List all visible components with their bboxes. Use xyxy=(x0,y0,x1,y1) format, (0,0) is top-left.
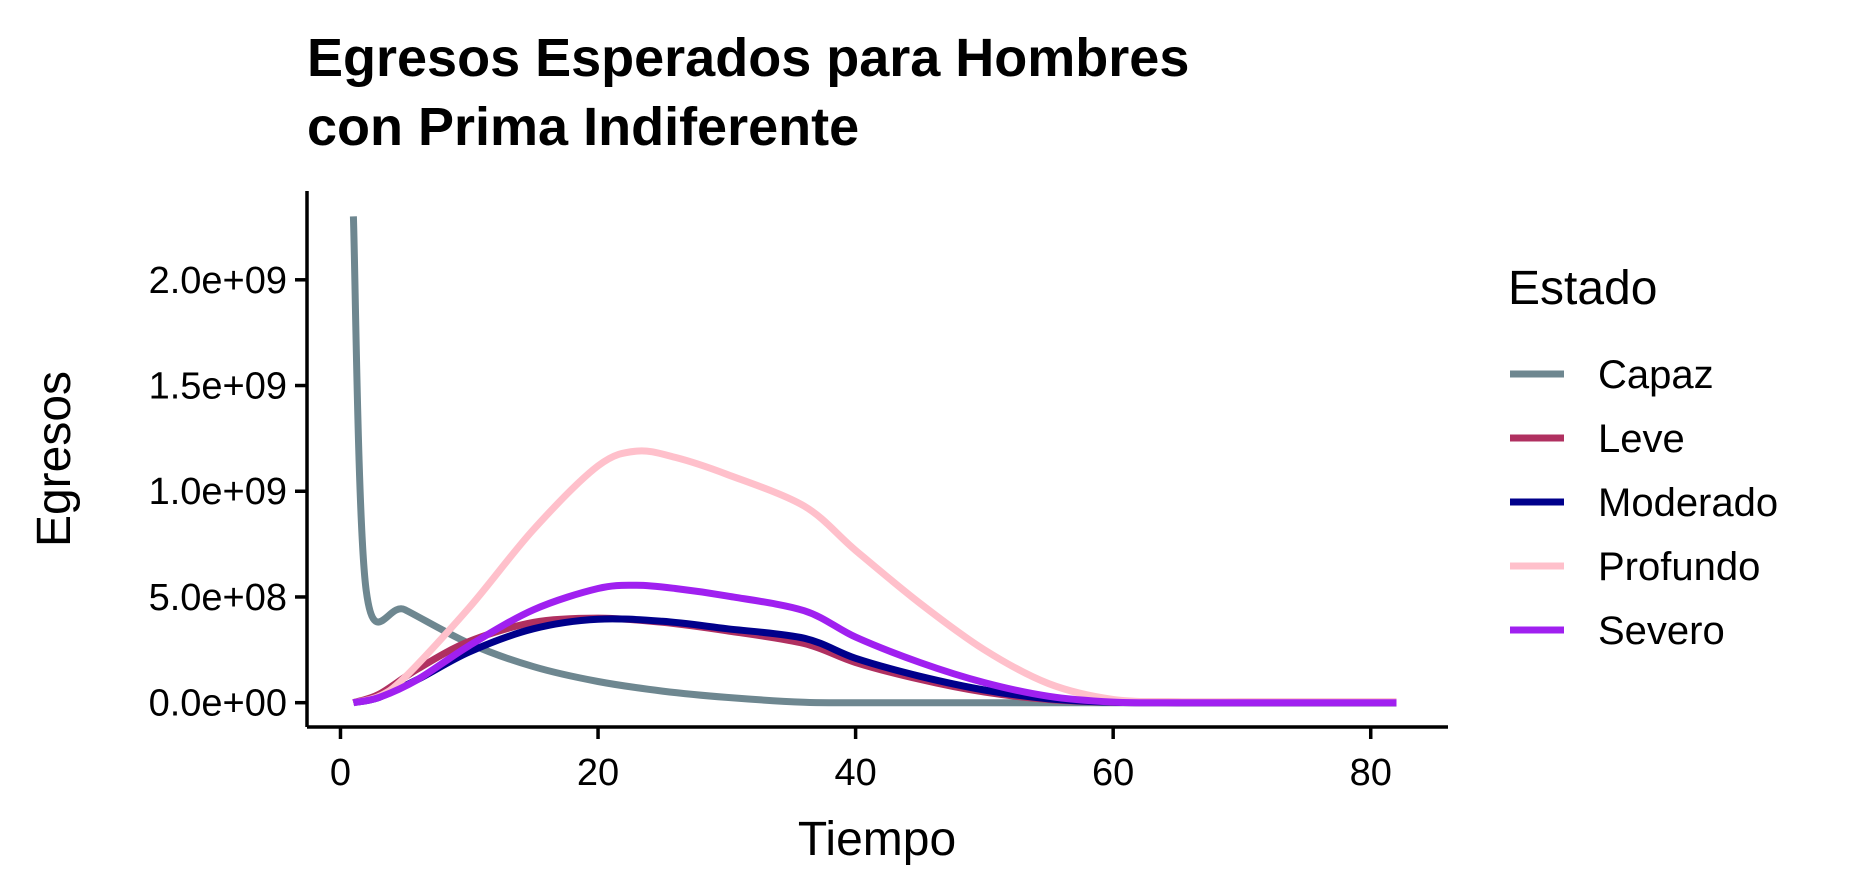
y-tick-label: 0.0e+00 xyxy=(149,683,287,725)
chart-title-line-2: con Prima Indiferente xyxy=(307,97,859,157)
x-axis-ticks: 0 20 40 60 80 xyxy=(330,727,1392,794)
y-axis-ticks: 0.0e+00 5.0e+08 1.0e+09 1.5e+09 2.0e+09 xyxy=(149,260,307,725)
legend-label: Profundo xyxy=(1598,545,1760,589)
legend-item-leve: Leve xyxy=(1510,417,1685,461)
x-tick-label: 20 xyxy=(577,752,619,794)
legend-item-profundo: Profundo xyxy=(1510,545,1760,589)
legend-item-capaz: Capaz xyxy=(1510,353,1714,397)
legend-label: Leve xyxy=(1598,417,1685,461)
chart-title-line-1: Egresos Esperados para Hombres xyxy=(307,28,1189,88)
y-axis-title: Egresos xyxy=(28,371,81,547)
legend-label: Moderado xyxy=(1598,481,1778,525)
x-tick-label: 60 xyxy=(1092,752,1134,794)
legend-title: Estado xyxy=(1508,262,1657,315)
series-line-severo xyxy=(352,581,1397,707)
legend-items: Capaz Leve Moderado Profundo Severo xyxy=(1510,353,1778,653)
legend-label: Severo xyxy=(1598,609,1725,653)
legend: Estado Capaz Leve Moderado Profundo Severo xyxy=(1508,262,1778,653)
plot-series xyxy=(349,216,1397,707)
legend-item-moderado: Moderado xyxy=(1510,481,1778,525)
x-axis-title: Tiempo xyxy=(798,813,956,866)
y-tick-label: 1.5e+09 xyxy=(149,366,287,408)
x-tick-label: 40 xyxy=(834,752,876,794)
x-tick-label: 0 xyxy=(330,752,351,794)
y-tick-label: 5.0e+08 xyxy=(149,577,287,619)
legend-item-severo: Severo xyxy=(1510,609,1725,653)
legend-label: Capaz xyxy=(1598,353,1714,397)
y-tick-label: 2.0e+09 xyxy=(149,260,287,302)
x-tick-label: 80 xyxy=(1350,752,1392,794)
y-tick-label: 1.0e+09 xyxy=(149,471,287,513)
